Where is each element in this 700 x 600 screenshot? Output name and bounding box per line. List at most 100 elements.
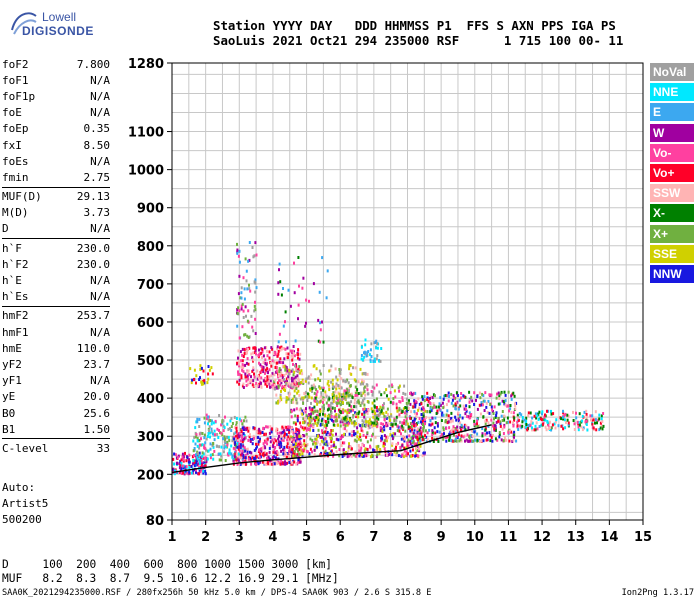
echo-point (328, 404, 331, 408)
echo-point (286, 346, 289, 350)
echo-point (298, 393, 301, 397)
echo-point (311, 438, 314, 442)
echo-point (317, 434, 320, 438)
echo-point (281, 461, 284, 465)
echo-point (344, 409, 347, 413)
echo-point (315, 395, 318, 398)
echo-point (391, 442, 394, 446)
echo-point (329, 436, 332, 440)
echo-point (212, 457, 215, 461)
echo-point (407, 444, 410, 448)
echo-point (297, 317, 299, 321)
echo-point (207, 432, 210, 435)
echo-point (276, 443, 279, 447)
echo-point (397, 386, 400, 390)
echo-point (283, 445, 286, 449)
echo-point (289, 304, 292, 308)
echo-point (278, 262, 281, 266)
echo-point (193, 378, 195, 382)
echo-point (360, 357, 363, 361)
echo-point (220, 458, 223, 462)
param-label: hmE (2, 341, 22, 355)
echo-point (293, 350, 295, 354)
param-label: h`Es (2, 290, 29, 304)
echo-point (278, 370, 281, 373)
echo-point (293, 453, 296, 457)
echo-point (495, 411, 498, 415)
echo-point (360, 428, 363, 432)
echo-point (484, 422, 487, 426)
echo-point (334, 406, 336, 410)
echo-point (293, 370, 296, 374)
echo-point (245, 448, 248, 452)
echo-point (345, 419, 348, 423)
echo-point (199, 431, 202, 435)
echo-point (421, 438, 424, 442)
echo-point (417, 408, 420, 412)
echo-point (242, 444, 245, 448)
echo-point (251, 356, 254, 360)
echo-point (287, 375, 290, 379)
echo-point (412, 448, 414, 452)
echo-point (207, 422, 209, 426)
param-label: yE (2, 390, 16, 404)
echo-point (288, 368, 291, 372)
echo-point (367, 408, 370, 412)
echo-point (442, 426, 445, 430)
echo-point (285, 433, 288, 437)
echo-point (294, 386, 297, 390)
echo-point (525, 416, 528, 420)
echo-point (290, 446, 293, 449)
echo-point (435, 405, 438, 409)
echo-point (534, 424, 537, 428)
echo-point (529, 411, 532, 415)
echo-point (280, 398, 283, 402)
echo-point (413, 399, 416, 403)
echo-point (581, 419, 584, 423)
echo-point (277, 292, 280, 296)
echo-point (313, 391, 316, 395)
echo-point (212, 421, 215, 425)
echo-point (289, 446, 292, 450)
echo-point (410, 430, 413, 434)
echo-point (476, 425, 479, 429)
echo-point (442, 428, 445, 431)
echo-point (242, 370, 245, 374)
echo-point (238, 360, 241, 364)
echo-point (260, 347, 263, 351)
echo-point (289, 425, 292, 429)
echo-point (336, 402, 339, 405)
y-tick-label: 300 (137, 430, 164, 445)
echo-point (464, 407, 467, 411)
echo-point (334, 390, 337, 394)
echo-point (180, 470, 183, 474)
echo-point (467, 439, 470, 443)
echo-point (327, 380, 330, 383)
echo-point (261, 431, 264, 434)
echo-point (258, 382, 261, 386)
echo-point (308, 406, 311, 410)
echo-point (335, 382, 338, 386)
echo-point (302, 417, 305, 421)
echo-point (410, 422, 413, 426)
param-label: foEs (2, 154, 29, 168)
echo-point (591, 414, 594, 418)
echo-point (433, 405, 436, 409)
echo-point (417, 397, 420, 401)
echo-point (386, 407, 389, 411)
echo-point (358, 454, 361, 458)
echo-point (358, 401, 361, 405)
digisonde-logo: Lowell DIGISONDE (4, 6, 104, 46)
echo-point (235, 417, 238, 420)
echo-point (505, 438, 508, 442)
echo-point (275, 456, 277, 460)
echo-point (261, 460, 264, 464)
echo-point (315, 437, 318, 441)
echo-point (310, 396, 313, 400)
echo-point (484, 419, 487, 423)
echo-point (282, 436, 285, 440)
echo-point (277, 352, 280, 356)
echo-point (249, 433, 251, 437)
echo-point (290, 399, 293, 402)
echo-point (245, 384, 248, 387)
